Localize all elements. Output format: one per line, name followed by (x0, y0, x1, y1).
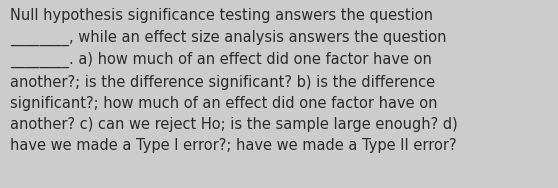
Text: Null hypothesis significance testing answers the question
________, while an eff: Null hypothesis significance testing ans… (10, 8, 458, 153)
